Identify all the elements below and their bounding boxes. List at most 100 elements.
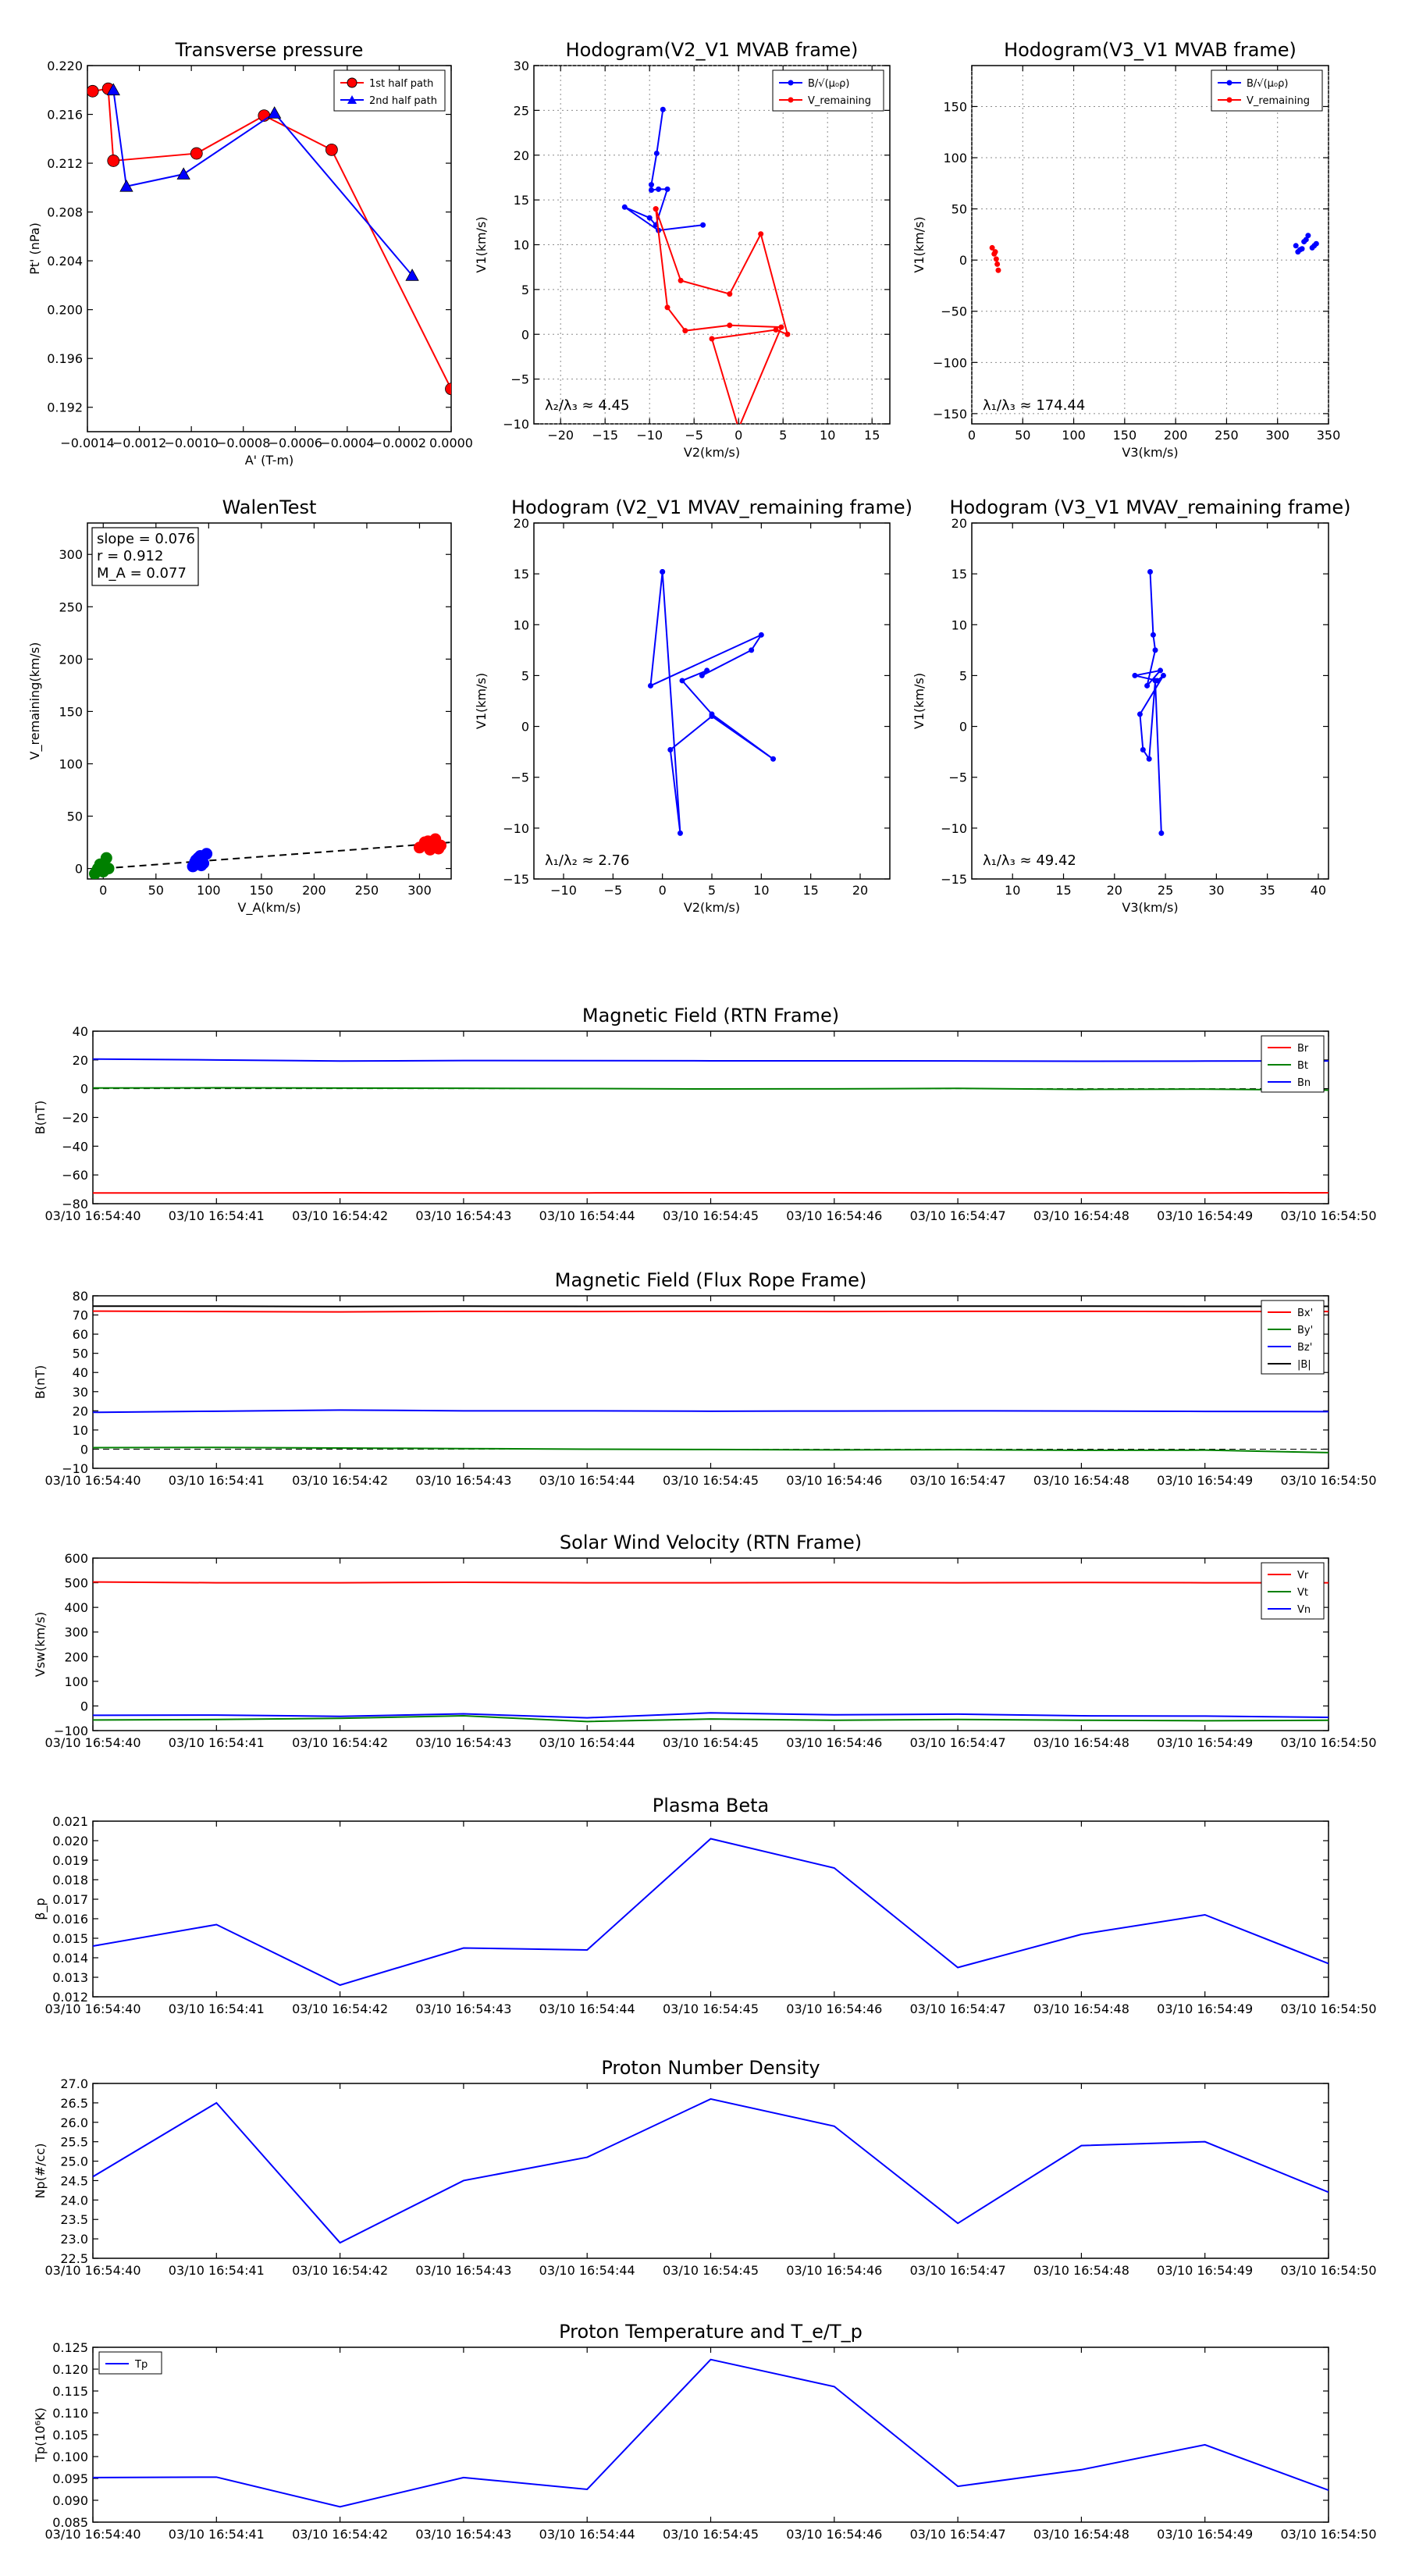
plot-area: [92, 2347, 1329, 2523]
x-tick-label: 100: [1062, 428, 1086, 443]
x-tick-label: 03/10 16:54:45: [663, 2527, 759, 2542]
y-tick-label: 100: [59, 756, 83, 771]
eigenvalue-ratio-annotation: λ₁/λ₃ ≈ 174.44: [983, 397, 1085, 414]
x-tick-label: 03/10 16:54:50: [1280, 1208, 1376, 1223]
series-0: [1132, 569, 1166, 836]
x-tick-label: 150: [250, 883, 274, 898]
chart-title: Magnetic Field (RTN Frame): [582, 1005, 839, 1026]
y-tick-label: 0.095: [52, 2471, 88, 2486]
y-tick-label: 0.012: [52, 1990, 88, 2005]
x-tick-label: 03/10 16:54:40: [44, 1473, 140, 1488]
data-point: [995, 267, 1001, 273]
y-tick-label: 15: [514, 193, 529, 208]
y-tick-label: 0: [80, 1699, 88, 1713]
y-tick-label: 40: [73, 1024, 88, 1039]
y-tick-label: 25.0: [60, 2154, 88, 2169]
x-tick-label: 300: [407, 883, 432, 898]
plot-area: [92, 1820, 1329, 1998]
series-0: [1293, 233, 1319, 255]
x-tick-label: 03/10 16:54:41: [169, 2527, 265, 2542]
x-tick-label: 200: [1164, 428, 1188, 443]
x-tick-label: 03/10 16:54:43: [415, 2527, 511, 2542]
x-tick-label: −5: [604, 883, 623, 898]
x-tick-label: 25: [1158, 883, 1173, 898]
y-tick-label: 30: [514, 59, 529, 73]
x-tick-label: −0.0006: [269, 436, 322, 450]
data-point: [778, 324, 784, 330]
x-tick-label: 03/10 16:54:48: [1033, 1735, 1129, 1750]
x-tick-label: 03/10 16:54:50: [1280, 1473, 1376, 1488]
series-line-Vt: [93, 1715, 1329, 1723]
x-tick-label: 03/10 16:54:44: [539, 1473, 635, 1488]
data-point: [727, 322, 733, 329]
x-tick-label: 100: [197, 883, 221, 898]
x-tick-label: 03/10 16:54:42: [292, 1208, 388, 1223]
chart-title: Proton Temperature and T_e/T_p: [559, 2321, 863, 2343]
y-tick-label: 0.020: [52, 1834, 88, 1848]
y-tick-label: 300: [64, 1625, 88, 1640]
y-tick-label: −100: [933, 355, 967, 370]
y-tick-label: 0: [521, 720, 529, 735]
eigenvalue-ratio-annotation: λ₁/λ₂ ≈ 2.76: [545, 852, 629, 869]
data-point: [784, 331, 791, 337]
x-tick-label: 03/10 16:54:47: [910, 1473, 1006, 1488]
legend-label: Vn: [1297, 1604, 1311, 1616]
x-tick-label: 03/10 16:54:48: [1033, 1473, 1129, 1488]
y-axis-label: V1(km/s): [474, 673, 489, 729]
y-tick-label: 0.120: [52, 2362, 88, 2377]
stats-line: M_A = 0.077: [97, 565, 187, 582]
y-tick-label: −60: [62, 1168, 88, 1183]
y-tick-label: −10: [503, 417, 529, 432]
data-point: [700, 222, 706, 228]
data-point: [119, 179, 133, 192]
y-tick-label: 5: [521, 283, 529, 297]
x-tick-label: 10: [820, 428, 835, 443]
data-point: [1140, 747, 1146, 753]
y-tick-label: 70: [73, 1308, 88, 1323]
y-tick-label: 0.110: [52, 2406, 88, 2421]
y-tick-label: 50: [951, 202, 967, 217]
x-tick-label: 03/10 16:54:49: [1157, 2001, 1253, 2016]
legend-label: Bt: [1297, 1060, 1308, 1072]
chart-proton_temperature: 03/10 16:54:40 03/10 16:54:41 03/10 16:54:…: [33, 2340, 1377, 2542]
plot-marks: [93, 2358, 1329, 2508]
x-tick-label: −0.0014: [60, 436, 114, 450]
y-tick-label: −10: [62, 1461, 88, 1476]
chart-title: WalenTest: [222, 496, 317, 518]
x-tick-label: −15: [592, 428, 618, 443]
legend-label: Br: [1297, 1043, 1309, 1055]
data-point: [992, 249, 998, 255]
y-axis-label: Pt' (nPa): [27, 222, 42, 275]
plot-marks: [87, 82, 451, 396]
legend-label: B/√(μ₀ρ): [1247, 78, 1288, 90]
x-tick-label: 03/10 16:54:44: [539, 2263, 635, 2278]
x-tick-label: 03/10 16:54:49: [1157, 2263, 1253, 2278]
x-tick-label: 0: [735, 428, 742, 443]
y-tick-label: 0.015: [52, 1931, 88, 1946]
x-tick-label: 0: [659, 883, 667, 898]
y-tick-label: −15: [503, 872, 529, 887]
y-tick-label: 50: [67, 809, 83, 824]
y-tick-label: 10: [951, 617, 967, 632]
y-axis-label: Np(#/cc): [33, 2144, 48, 2199]
y-tick-label: 0.085: [52, 2515, 88, 2530]
y-tick-label: 5: [959, 668, 967, 683]
data-point: [1303, 237, 1309, 243]
legend: Vr Vt Vn: [1261, 1562, 1325, 1620]
x-tick-label: 250: [1215, 428, 1239, 443]
plot-marks: [93, 1581, 1329, 1723]
x-tick-label: 03/10 16:54:45: [663, 1735, 759, 1750]
legend-label: Bx': [1297, 1308, 1313, 1319]
x-tick-label: 20: [1107, 883, 1122, 898]
y-axis-label: B(nT): [33, 1101, 48, 1134]
series-line-Tp: [93, 2358, 1329, 2508]
x-tick-label: 03/10 16:54:40: [44, 2263, 140, 2278]
y-tick-label: 0.196: [47, 351, 83, 366]
y-tick-label: 250: [59, 600, 83, 614]
chart-hodogram_v3v1_mvav: 10 15 20 25 30 35 40−15−10−505101520V3(km/s)V1…: [912, 516, 1329, 915]
y-axis-label: V_remaining(km/s): [27, 642, 43, 760]
legend-label: 2nd half path: [369, 95, 437, 107]
data-point: [1152, 647, 1158, 653]
y-axis-label: V1(km/s): [912, 216, 927, 272]
data-point: [1160, 672, 1166, 678]
